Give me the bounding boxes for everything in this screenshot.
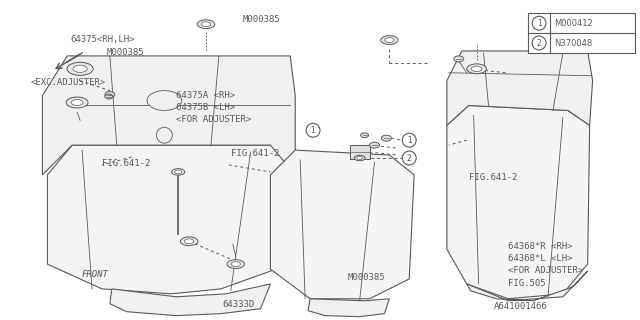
Circle shape [532,16,546,30]
Text: <FOR ADJUSTER>: <FOR ADJUSTER> [508,266,584,275]
Text: N370048: N370048 [554,38,592,48]
Ellipse shape [385,38,394,43]
Ellipse shape [180,237,198,246]
Text: 1: 1 [310,126,316,135]
Text: <EXC.ADJUSTER>: <EXC.ADJUSTER> [31,78,106,87]
Circle shape [306,123,320,137]
Polygon shape [110,284,271,316]
Ellipse shape [73,65,87,72]
Ellipse shape [175,170,182,174]
Bar [349,145,369,159]
Ellipse shape [105,92,115,98]
Ellipse shape [454,56,464,62]
Text: FIG.641-2: FIG.641-2 [102,159,150,168]
Ellipse shape [227,260,244,268]
Ellipse shape [361,133,369,138]
Text: <FOR ADJUSTER>: <FOR ADJUSTER> [176,115,252,124]
Text: M000385: M000385 [243,15,280,24]
Polygon shape [271,150,414,299]
Ellipse shape [381,135,392,141]
Circle shape [403,133,416,147]
Text: 64333D: 64333D [223,300,255,309]
Text: 64375B <LH>: 64375B <LH> [176,103,236,112]
Polygon shape [447,51,593,125]
Ellipse shape [471,66,482,71]
Circle shape [156,127,172,143]
Ellipse shape [147,91,182,110]
Text: 1: 1 [537,19,541,28]
Text: 2: 2 [407,154,412,163]
Text: FIG.641-2: FIG.641-2 [231,148,279,157]
Ellipse shape [467,64,486,74]
Text: M000385: M000385 [348,274,385,283]
Text: FRONT: FRONT [82,269,109,278]
Ellipse shape [66,97,88,108]
Text: M000385: M000385 [107,48,145,57]
Text: 64368*L <LH>: 64368*L <LH> [508,254,573,263]
Ellipse shape [197,20,215,28]
Ellipse shape [369,142,380,148]
Polygon shape [47,145,295,294]
Ellipse shape [184,239,194,244]
Ellipse shape [172,169,185,175]
Ellipse shape [356,156,363,159]
Text: 64375<RH,LH>: 64375<RH,LH> [70,35,134,44]
Text: M000412: M000412 [554,19,593,28]
Ellipse shape [67,62,93,75]
Ellipse shape [381,36,398,44]
Text: FIG.641-2: FIG.641-2 [468,173,517,182]
Polygon shape [447,106,589,299]
Ellipse shape [105,94,113,99]
Ellipse shape [71,100,83,106]
Text: 1: 1 [407,136,412,145]
Text: FIG.505: FIG.505 [508,279,546,288]
Circle shape [532,36,546,50]
Text: A641001466: A641001466 [493,302,547,311]
Polygon shape [308,299,389,316]
Text: 64375A <RH>: 64375A <RH> [176,91,236,100]
Polygon shape [467,271,588,301]
Bar [528,13,636,53]
Text: 2: 2 [537,38,541,48]
Ellipse shape [201,22,211,27]
Text: 64368*R <RH>: 64368*R <RH> [508,242,573,251]
Ellipse shape [231,262,241,267]
Circle shape [403,151,416,165]
Ellipse shape [354,155,365,161]
Polygon shape [42,56,295,175]
